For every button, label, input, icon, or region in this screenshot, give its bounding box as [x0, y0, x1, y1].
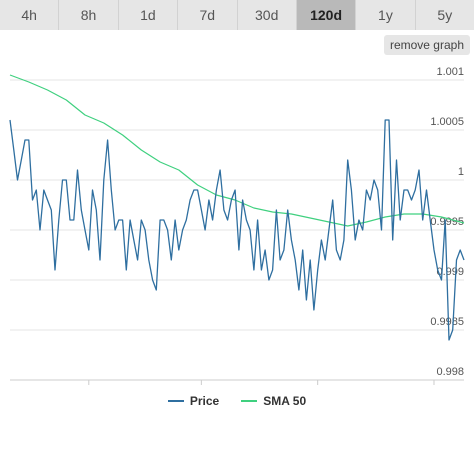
x-tick-label: Dec '25 — [183, 389, 220, 390]
chart-grid — [10, 79, 464, 381]
tab-1y[interactable]: 1y — [356, 0, 416, 30]
chart-lines — [9, 74, 465, 341]
tab-30d[interactable]: 30d — [238, 0, 297, 30]
legend-label-price: Price — [189, 394, 220, 408]
x-tick-label: Jan '26 — [300, 389, 335, 390]
price-chart: Nov '25 Dec '25 Jan '26 Feb '26 0.998 0.9985… — [9, 66, 465, 390]
sma-50-series-line — [9, 74, 465, 227]
tab-7d[interactable]: 7d — [178, 0, 238, 30]
remove-graph-button[interactable]: remove graph — [383, 35, 470, 55]
legend-swatch-sma — [241, 400, 258, 402]
range-tabs: 4h 8h 1d 7d 30d 120d 1y 5y — [0, 0, 474, 30]
tab-4h[interactable]: 4h — [0, 0, 60, 30]
tab-8h[interactable]: 8h — [59, 0, 119, 30]
legend-label-sma: SMA 50 — [263, 394, 307, 408]
price-series-line — [9, 119, 465, 341]
tab-1d[interactable]: 1d — [119, 0, 179, 30]
y-tick-label: 0.998 — [436, 366, 464, 378]
y-tick-label: 1 — [458, 166, 464, 178]
x-axis: Nov '25 Dec '25 Jan '26 Feb '26 — [10, 379, 464, 390]
x-tick-label: Nov '25 — [70, 389, 107, 390]
legend-item-price[interactable]: Price — [167, 394, 220, 408]
y-tick-label: 0.9985 — [430, 316, 464, 328]
y-tick-label: 0.999 — [436, 266, 464, 278]
tab-5y[interactable]: 5y — [437, 7, 453, 23]
y-tick-label: 1.0005 — [430, 116, 464, 128]
x-tick-label: Feb '26 — [416, 389, 452, 390]
chart-legend: Price SMA 50 — [0, 390, 474, 412]
y-tick-label: 0.9995 — [430, 216, 464, 228]
legend-swatch-price — [167, 400, 184, 402]
legend-item-sma[interactable]: SMA 50 — [241, 394, 306, 408]
y-axis: 0.998 0.9985 0.999 0.9995 1 1.0005 1.001 — [430, 66, 464, 378]
tab-120d[interactable]: 120d — [296, 0, 357, 30]
y-tick-label: 1.001 — [436, 66, 464, 78]
